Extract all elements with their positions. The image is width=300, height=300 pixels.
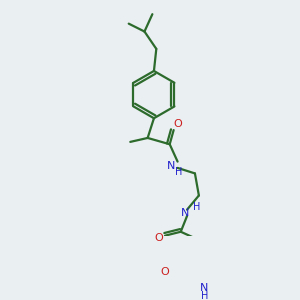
Text: O: O [154,233,163,243]
Text: H: H [176,167,183,177]
Text: O: O [160,267,169,277]
Text: N: N [167,160,176,170]
Text: N: N [181,208,190,218]
Text: N: N [200,283,208,293]
Text: H: H [201,291,208,300]
Text: O: O [173,119,182,129]
Text: H: H [193,202,200,212]
